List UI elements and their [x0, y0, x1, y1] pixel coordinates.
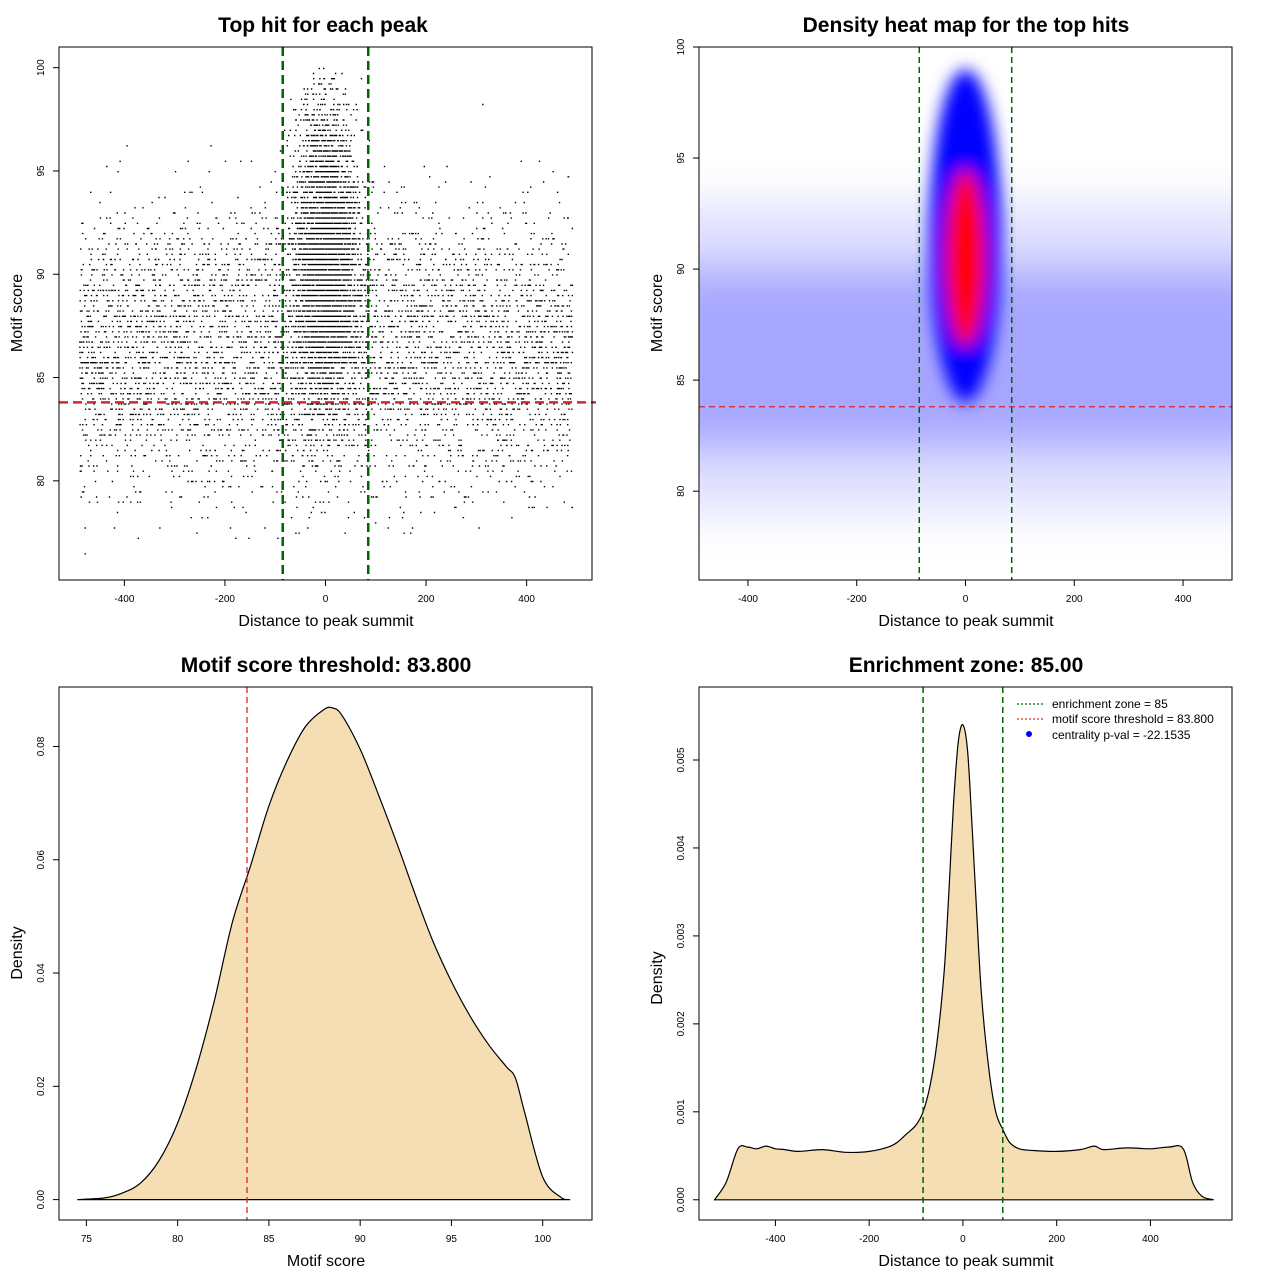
heatmap-y-tick-label: 80: [676, 485, 687, 497]
scatter-panel: Top hit for each peak -400 -200 0 200 400 80…: [9, 14, 596, 630]
distance-density-x-ticks: -400 -200 0 200 400: [765, 1220, 1159, 1245]
distance-density-reference-lines: [922, 687, 1004, 1220]
distance-density-x-tick-label: -200: [859, 1234, 879, 1245]
legend-enrichment-zone-label: enrichment zone = 85: [1052, 697, 1168, 711]
scatter-x-tick-label: 0: [323, 594, 329, 605]
distance-density-y-tick-label: 0.001: [676, 1099, 687, 1124]
heatmap-y-tick-label: 85: [676, 374, 687, 386]
heatmap-y-label: Motif score: [649, 274, 666, 352]
distance-density-y-tick-label: 0.002: [676, 1011, 687, 1036]
scatter-y-ticks: 80 85 90 95 100: [36, 59, 59, 487]
scatter-point-cloud: [79, 67, 574, 555]
score-density-y-tick-label: 0.00: [36, 1189, 47, 1209]
score-density-y-tick-label: 0.06: [36, 850, 47, 870]
distance-density-y-tick-label: 0.000: [676, 1187, 687, 1212]
scatter-y-tick-label: 85: [36, 372, 47, 384]
heatmap-x-tick-label: 400: [1175, 594, 1192, 605]
score-density-y-label: Density: [9, 926, 26, 979]
scatter-x-tick-label: 200: [418, 594, 435, 605]
heatmap-x-tick-label: 200: [1066, 594, 1083, 605]
heatmap-x-label: Distance to peak summit: [878, 613, 1054, 630]
distance-density-x-label: Distance to peak summit: [878, 1253, 1054, 1270]
score-density-y-ticks: 0.00 0.02 0.04 0.06 0.08: [36, 736, 59, 1209]
score-density-title: Motif score threshold: 83.800: [181, 654, 472, 677]
legend-threshold-label: motif score threshold = 83.800: [1052, 712, 1214, 726]
distance-density-y-tick-label: 0.005: [676, 747, 687, 772]
score-density-y-tick-label: 0.02: [36, 1076, 47, 1096]
score-density-x-tick-label: 100: [534, 1234, 551, 1245]
distance-density-x-tick-label: -400: [765, 1234, 785, 1245]
heatmap-y-tick-label: 95: [676, 152, 687, 164]
scatter-y-tick-label: 95: [36, 165, 47, 177]
heatmap-x-tick-label: -200: [847, 594, 867, 605]
distance-density-legend: enrichment zone = 85 motif score thresho…: [1017, 697, 1214, 742]
score-density-panel: Motif score threshold: 83.800 75 80 85 90 95…: [9, 654, 593, 1270]
scatter-title: Top hit for each peak: [218, 14, 428, 37]
heatmap-reference-lines: [699, 47, 1232, 580]
score-density-x-tick-label: 95: [446, 1234, 458, 1245]
distance-density-y-tick-label: 0.003: [676, 923, 687, 948]
score-density-x-tick-label: 90: [355, 1234, 367, 1245]
score-density-x-tick-label: 80: [172, 1234, 184, 1245]
distance-density-y-tick-label: 0.004: [676, 835, 687, 860]
scatter-y-tick-label: 90: [36, 268, 47, 280]
distance-density-y-label: Density: [649, 951, 666, 1004]
score-density-y-tick-label: 0.08: [36, 736, 47, 756]
heatmap-panel: Density heat map for the top hits -400 -2…: [649, 14, 1233, 630]
scatter-x-label: Distance to peak summit: [238, 613, 414, 630]
score-density-plot-frame: [58, 686, 593, 1221]
distance-density-x-tick-label: 0: [960, 1234, 966, 1245]
score-density-x-tick-label: 85: [263, 1234, 275, 1245]
distance-density-y-ticks: 0.000 0.001 0.002 0.003 0.004 0.005: [676, 747, 699, 1212]
score-density-x-ticks: 75 80 85 90 95 100: [81, 1220, 551, 1245]
heatmap-x-ticks: -400 -200 0 200 400: [738, 580, 1192, 605]
scatter-plot-frame: [58, 46, 593, 581]
distance-density-x-tick-label: 200: [1048, 1234, 1065, 1245]
heatmap-core: [929, 69, 1002, 403]
legend-centrality-label: centrality p-val = -22.1535: [1052, 728, 1191, 742]
heatmap-x-tick-label: -400: [738, 594, 758, 605]
heatmap-title: Density heat map for the top hits: [803, 14, 1130, 37]
scatter-reference-lines: [59, 47, 596, 580]
scatter-x-tick-label: -400: [114, 594, 134, 605]
scatter-y-tick-label: 80: [36, 475, 47, 487]
heatmap-y-ticks: 80 85 90 95 100: [676, 38, 699, 497]
distance-density-title: Enrichment zone: 85.00: [849, 654, 1084, 677]
heatmap-hotspot: [945, 169, 986, 347]
scatter-x-tick-label: 400: [518, 594, 535, 605]
score-density-y-tick-label: 0.04: [36, 963, 47, 983]
scatter-x-tick-label: -200: [215, 594, 235, 605]
heatmap-y-tick-label: 90: [676, 263, 687, 275]
scatter-y-tick-label: 100: [36, 59, 47, 76]
scatter-y-label: Motif score: [9, 274, 26, 352]
score-density-x-label: Motif score: [287, 1253, 365, 1270]
score-density-curve: [77, 706, 571, 1201]
score-density-x-tick-label: 75: [81, 1234, 93, 1245]
distance-density-panel: Enrichment zone: 85.00 -400 -200 0 200 400 0…: [649, 654, 1233, 1270]
scatter-points: [79, 67, 574, 555]
legend-centrality-point: [1026, 731, 1032, 737]
scatter-x-ticks: -400 -200 0 200 400: [114, 580, 535, 605]
heatmap-y-tick-label: 100: [676, 38, 687, 55]
heatmap-x-tick-label: 0: [963, 594, 969, 605]
distance-density-plot-frame: [698, 686, 1233, 1221]
distance-density-x-tick-label: 400: [1142, 1234, 1159, 1245]
distance-density-curve: [713, 724, 1214, 1201]
